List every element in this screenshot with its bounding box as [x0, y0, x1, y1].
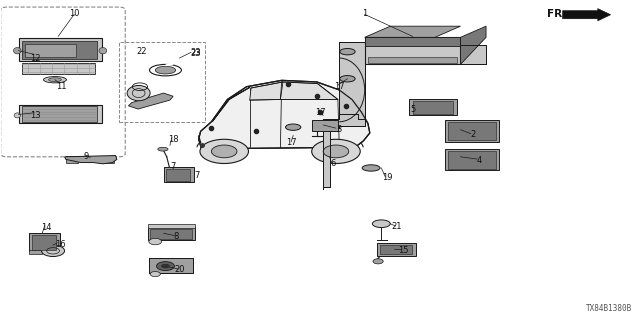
Text: 5: 5	[410, 105, 415, 114]
Text: 6: 6	[330, 159, 335, 168]
Text: 8: 8	[173, 232, 179, 241]
Bar	[150, 258, 193, 273]
Text: FR.: FR.	[547, 9, 566, 19]
Text: 19: 19	[382, 173, 392, 182]
Ellipse shape	[14, 113, 20, 118]
Ellipse shape	[157, 262, 174, 270]
Text: 17: 17	[334, 82, 344, 91]
Bar	[119, 42, 205, 122]
Bar	[25, 44, 76, 57]
Bar	[148, 227, 195, 240]
Polygon shape	[461, 26, 486, 64]
Ellipse shape	[150, 271, 161, 276]
Bar	[368, 57, 458, 63]
Bar	[166, 169, 190, 181]
Bar	[29, 250, 42, 254]
Bar	[378, 244, 416, 256]
Ellipse shape	[127, 85, 150, 101]
Text: 3: 3	[337, 125, 342, 134]
Text: 22: 22	[136, 47, 147, 56]
Ellipse shape	[42, 245, 65, 257]
Polygon shape	[280, 82, 338, 100]
Text: 13: 13	[31, 111, 41, 120]
Bar	[22, 107, 97, 122]
Circle shape	[323, 145, 349, 158]
Ellipse shape	[362, 165, 380, 171]
Polygon shape	[65, 156, 117, 164]
Polygon shape	[250, 82, 283, 100]
Ellipse shape	[13, 48, 21, 54]
Text: 20: 20	[174, 265, 185, 275]
Text: 9: 9	[83, 152, 88, 161]
Circle shape	[200, 139, 248, 164]
Text: 7: 7	[170, 162, 176, 171]
Text: 14: 14	[42, 223, 52, 232]
Ellipse shape	[44, 76, 67, 83]
Bar	[445, 120, 499, 141]
Text: 16: 16	[55, 240, 65, 249]
Ellipse shape	[161, 264, 170, 268]
Bar	[445, 149, 499, 170]
Bar	[380, 245, 412, 254]
Bar	[448, 151, 495, 169]
Ellipse shape	[285, 124, 301, 130]
Bar	[32, 235, 56, 250]
Bar	[19, 105, 102, 123]
Bar	[45, 250, 58, 254]
Text: 17: 17	[315, 108, 325, 117]
Bar	[448, 122, 495, 140]
Text: 23: 23	[190, 49, 201, 58]
Text: 1: 1	[362, 9, 367, 18]
Bar	[312, 120, 338, 131]
Polygon shape	[323, 114, 365, 189]
Bar	[29, 233, 60, 251]
Ellipse shape	[158, 147, 168, 151]
Ellipse shape	[149, 238, 162, 245]
Circle shape	[312, 139, 360, 164]
Text: 15: 15	[398, 246, 408, 255]
Text: TX84B1380B: TX84B1380B	[586, 304, 632, 313]
Bar	[150, 228, 191, 239]
Bar	[413, 101, 453, 114]
Ellipse shape	[373, 259, 383, 264]
Text: 7: 7	[195, 171, 200, 180]
Text: 21: 21	[392, 222, 402, 231]
Polygon shape	[339, 37, 486, 128]
Bar	[164, 167, 194, 182]
Bar	[148, 224, 195, 228]
Ellipse shape	[156, 66, 175, 74]
Bar	[103, 156, 115, 163]
Text: 23: 23	[190, 48, 201, 57]
Bar	[365, 37, 461, 64]
Bar	[150, 258, 193, 273]
Ellipse shape	[99, 48, 107, 54]
Bar	[22, 62, 95, 74]
Text: 4: 4	[477, 156, 483, 164]
Polygon shape	[365, 26, 461, 37]
Text: 2: 2	[470, 130, 476, 139]
Ellipse shape	[340, 49, 355, 55]
Ellipse shape	[372, 220, 390, 228]
Bar	[410, 100, 458, 116]
Bar	[22, 41, 97, 59]
Text: 10: 10	[69, 9, 79, 18]
Text: 11: 11	[56, 82, 67, 91]
Polygon shape	[129, 93, 173, 109]
Ellipse shape	[340, 76, 355, 82]
Bar	[365, 37, 461, 46]
Text: 18: 18	[168, 135, 179, 144]
Bar	[19, 38, 102, 61]
Circle shape	[211, 145, 237, 158]
Polygon shape	[198, 80, 370, 150]
FancyArrow shape	[563, 9, 611, 21]
Text: 12: 12	[31, 53, 41, 62]
Polygon shape	[212, 87, 250, 121]
Ellipse shape	[49, 78, 61, 82]
Text: 17: 17	[286, 138, 296, 147]
Bar	[67, 156, 78, 163]
